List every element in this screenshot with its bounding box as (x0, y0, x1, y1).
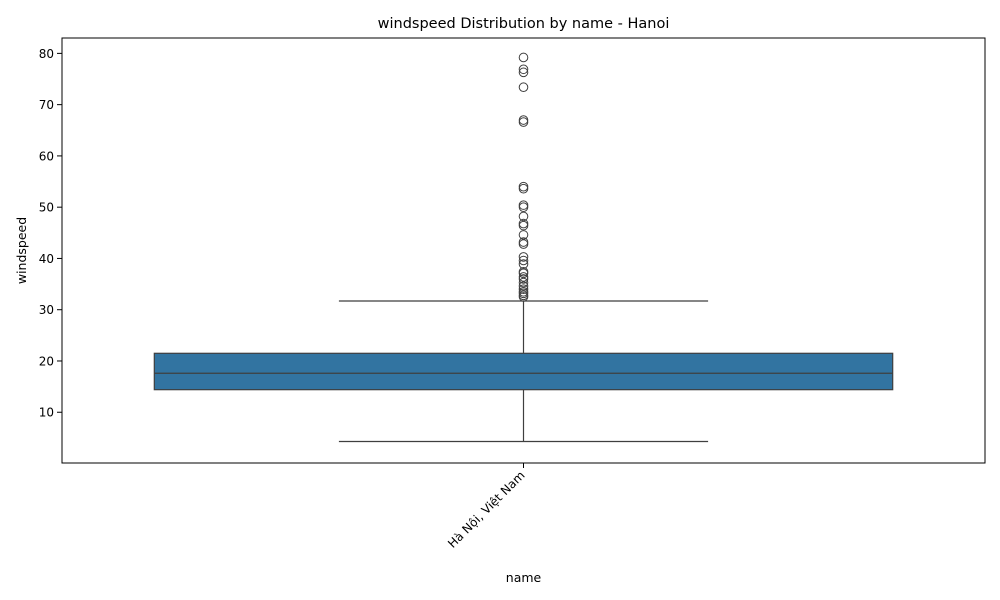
outlier-point (518, 64, 529, 75)
y-axis-label: windspeed (14, 217, 29, 284)
outlier-point (518, 272, 529, 282)
outlier-point (518, 237, 529, 247)
plot-area (153, 52, 894, 443)
outlier-point (518, 52, 529, 63)
y-tick-label: 30 (39, 303, 54, 317)
outlier-point (518, 218, 529, 229)
outlier-point (518, 202, 529, 212)
outlier-point (518, 183, 529, 194)
x-axis: Hà Nội, Việt Nam (445, 463, 528, 551)
outlier-point (518, 220, 529, 231)
x-axis-label: name (506, 570, 542, 585)
outlier-point (518, 239, 529, 249)
outlier-point (518, 252, 529, 262)
outlier-point (518, 115, 529, 125)
outlier-point (518, 82, 529, 93)
y-tick-label: 80 (39, 47, 54, 61)
y-axis: 10 20 30 40 50 60 70 80 (39, 47, 62, 420)
outlier-point (518, 181, 529, 192)
outlier-point (518, 259, 529, 269)
y-tick-label: 40 (39, 252, 54, 266)
outlier-point (518, 200, 529, 210)
y-tick-label: 10 (39, 406, 54, 420)
outlier-point (518, 281, 529, 291)
y-tick-label: 50 (39, 201, 54, 215)
outlier-point (518, 230, 529, 240)
outlier-point (518, 277, 529, 288)
outlier-point (518, 284, 529, 295)
y-tick-label: 60 (39, 149, 54, 163)
y-tick-label: 70 (39, 98, 54, 112)
outlier-point (518, 255, 529, 266)
y-tick-label: 20 (39, 354, 54, 368)
outlier-point (518, 67, 529, 78)
iqr-box (153, 352, 894, 391)
outlier-point (518, 117, 529, 127)
plot-frame (61, 37, 986, 464)
x-tick-label: Hà Nội, Việt Nam (445, 468, 528, 551)
outlier-point (518, 286, 529, 297)
outlier-point (518, 266, 529, 277)
chart-title: windspeed Distribution by name - Hanoi (378, 16, 670, 32)
outlier-point (518, 211, 529, 222)
